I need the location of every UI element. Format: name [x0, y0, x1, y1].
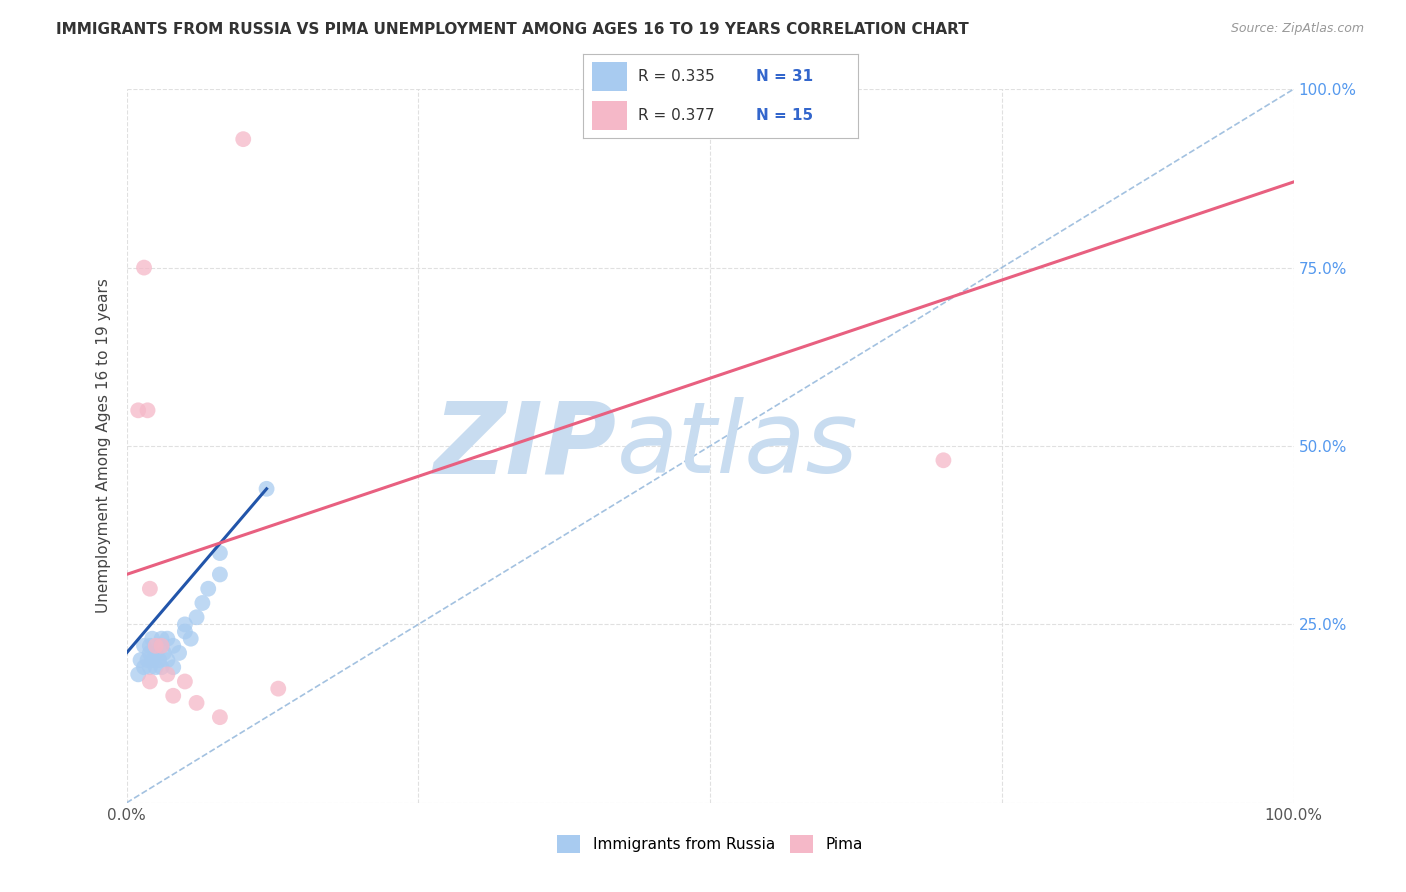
Text: atlas: atlas [617, 398, 858, 494]
Point [162, 689, 184, 703]
Point [180, 632, 202, 646]
Point [141, 632, 163, 646]
Point [132, 660, 155, 674]
Text: N = 31: N = 31 [756, 69, 813, 84]
Point [139, 660, 162, 674]
Text: R = 0.377: R = 0.377 [638, 108, 714, 123]
Point [156, 653, 179, 667]
Point [932, 453, 955, 467]
Point [162, 660, 184, 674]
Point [145, 660, 167, 674]
Point [162, 639, 184, 653]
Point [136, 653, 159, 667]
Point [156, 667, 179, 681]
Point [148, 653, 170, 667]
Point [186, 696, 208, 710]
Text: ZIP: ZIP [433, 398, 617, 494]
Point [139, 582, 162, 596]
Text: R = 0.335: R = 0.335 [638, 69, 716, 84]
Point [174, 674, 197, 689]
Point [150, 660, 173, 674]
Y-axis label: Unemployment Among Ages 16 to 19 years: Unemployment Among Ages 16 to 19 years [96, 278, 111, 614]
Point [145, 639, 167, 653]
Point [145, 646, 167, 660]
Point [127, 667, 149, 681]
Point [139, 646, 162, 660]
Point [186, 610, 208, 624]
Point [132, 639, 155, 653]
Text: N = 15: N = 15 [756, 108, 813, 123]
Legend: Immigrants from Russia, Pima: Immigrants from Russia, Pima [551, 829, 869, 859]
Point [208, 546, 231, 560]
Point [129, 653, 152, 667]
Text: IMMIGRANTS FROM RUSSIA VS PIMA UNEMPLOYMENT AMONG AGES 16 TO 19 YEARS CORRELATIO: IMMIGRANTS FROM RUSSIA VS PIMA UNEMPLOYM… [56, 22, 969, 37]
Point [153, 646, 176, 660]
Point [208, 567, 231, 582]
Point [150, 639, 173, 653]
Point [150, 639, 173, 653]
Point [132, 260, 155, 275]
Point [256, 482, 278, 496]
Point [141, 653, 163, 667]
Bar [592, 101, 627, 130]
Point [150, 632, 173, 646]
Point [232, 132, 254, 146]
Point [127, 403, 149, 417]
Point [136, 403, 159, 417]
Point [191, 596, 214, 610]
Point [174, 617, 197, 632]
Point [156, 632, 179, 646]
Text: Source: ZipAtlas.com: Source: ZipAtlas.com [1230, 22, 1364, 36]
Point [267, 681, 290, 696]
Point [139, 639, 162, 653]
Point [197, 582, 219, 596]
Bar [592, 62, 627, 91]
Point [139, 674, 162, 689]
Point [174, 624, 197, 639]
Point [167, 646, 190, 660]
Point [208, 710, 231, 724]
